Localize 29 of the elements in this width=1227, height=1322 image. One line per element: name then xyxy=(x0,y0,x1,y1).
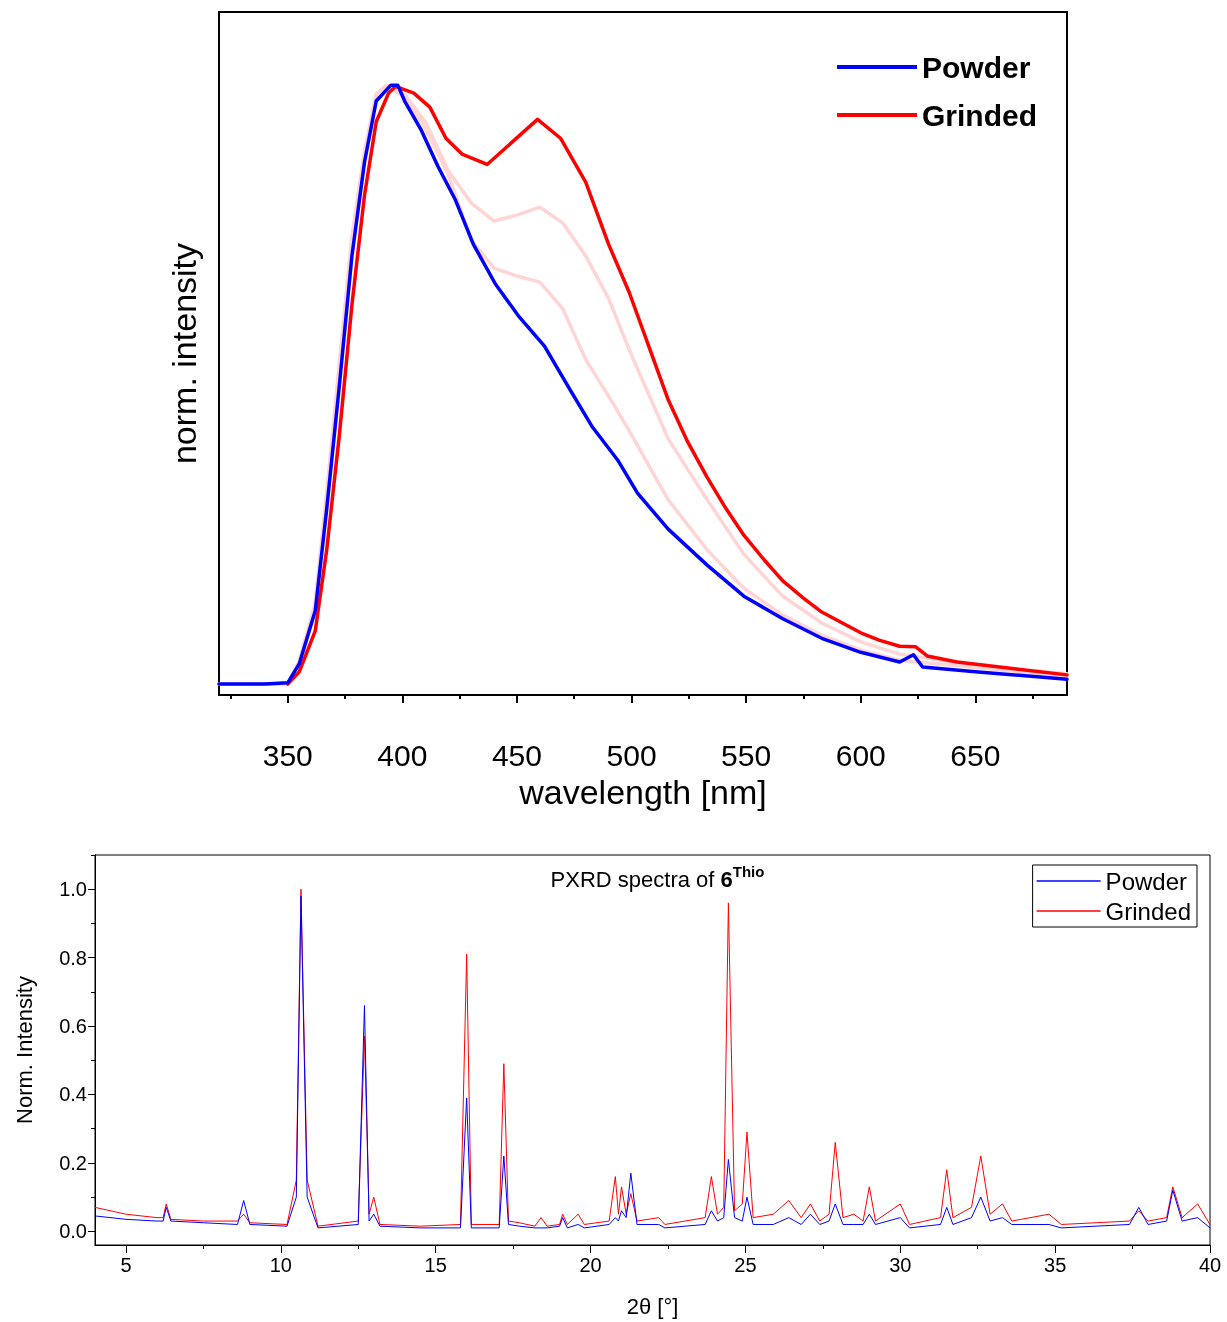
x-tick-label: 40 xyxy=(1198,1254,1222,1276)
x-tick-label: 15 xyxy=(424,1254,447,1276)
x-tick-label: 550 xyxy=(721,738,772,772)
x-tick-label: 350 xyxy=(262,738,313,772)
y-tick-label: 0.6 xyxy=(59,1015,87,1038)
x-tick-label: 450 xyxy=(491,738,542,772)
y-axis-title: norm. intensity xyxy=(165,242,203,465)
x-tick-label: 600 xyxy=(835,738,886,772)
y-tick-label: 1.0 xyxy=(59,878,87,901)
x-tick-label: 500 xyxy=(606,738,657,772)
x-tick-label: 20 xyxy=(579,1254,602,1276)
y-tick-label: 0.8 xyxy=(59,946,87,969)
x-tick-label: 35 xyxy=(1044,1254,1067,1276)
y-tick-label: 0.4 xyxy=(59,1083,87,1106)
x-axis-title: 2θ [°] xyxy=(626,1293,679,1319)
x-axis-title: wavelength [nm] xyxy=(518,772,767,811)
y-axis-title: Norm. Intensity xyxy=(11,976,37,1124)
legend-label: Grinded xyxy=(922,98,1038,132)
legend-label: Powder xyxy=(1105,867,1187,895)
x-tick-label: 400 xyxy=(377,738,428,772)
x-tick-label: 650 xyxy=(950,738,1001,772)
y-tick-label: 0.0 xyxy=(59,1220,87,1243)
x-tick-label: 10 xyxy=(269,1254,292,1276)
legend-label: Grinded xyxy=(1105,897,1192,925)
x-tick-label: 5 xyxy=(120,1254,132,1276)
y-tick-label: 0.2 xyxy=(59,1151,87,1174)
x-tick-label: 30 xyxy=(889,1254,912,1276)
x-tick-label: 25 xyxy=(734,1254,757,1276)
legend-label: Powder xyxy=(922,50,1031,84)
